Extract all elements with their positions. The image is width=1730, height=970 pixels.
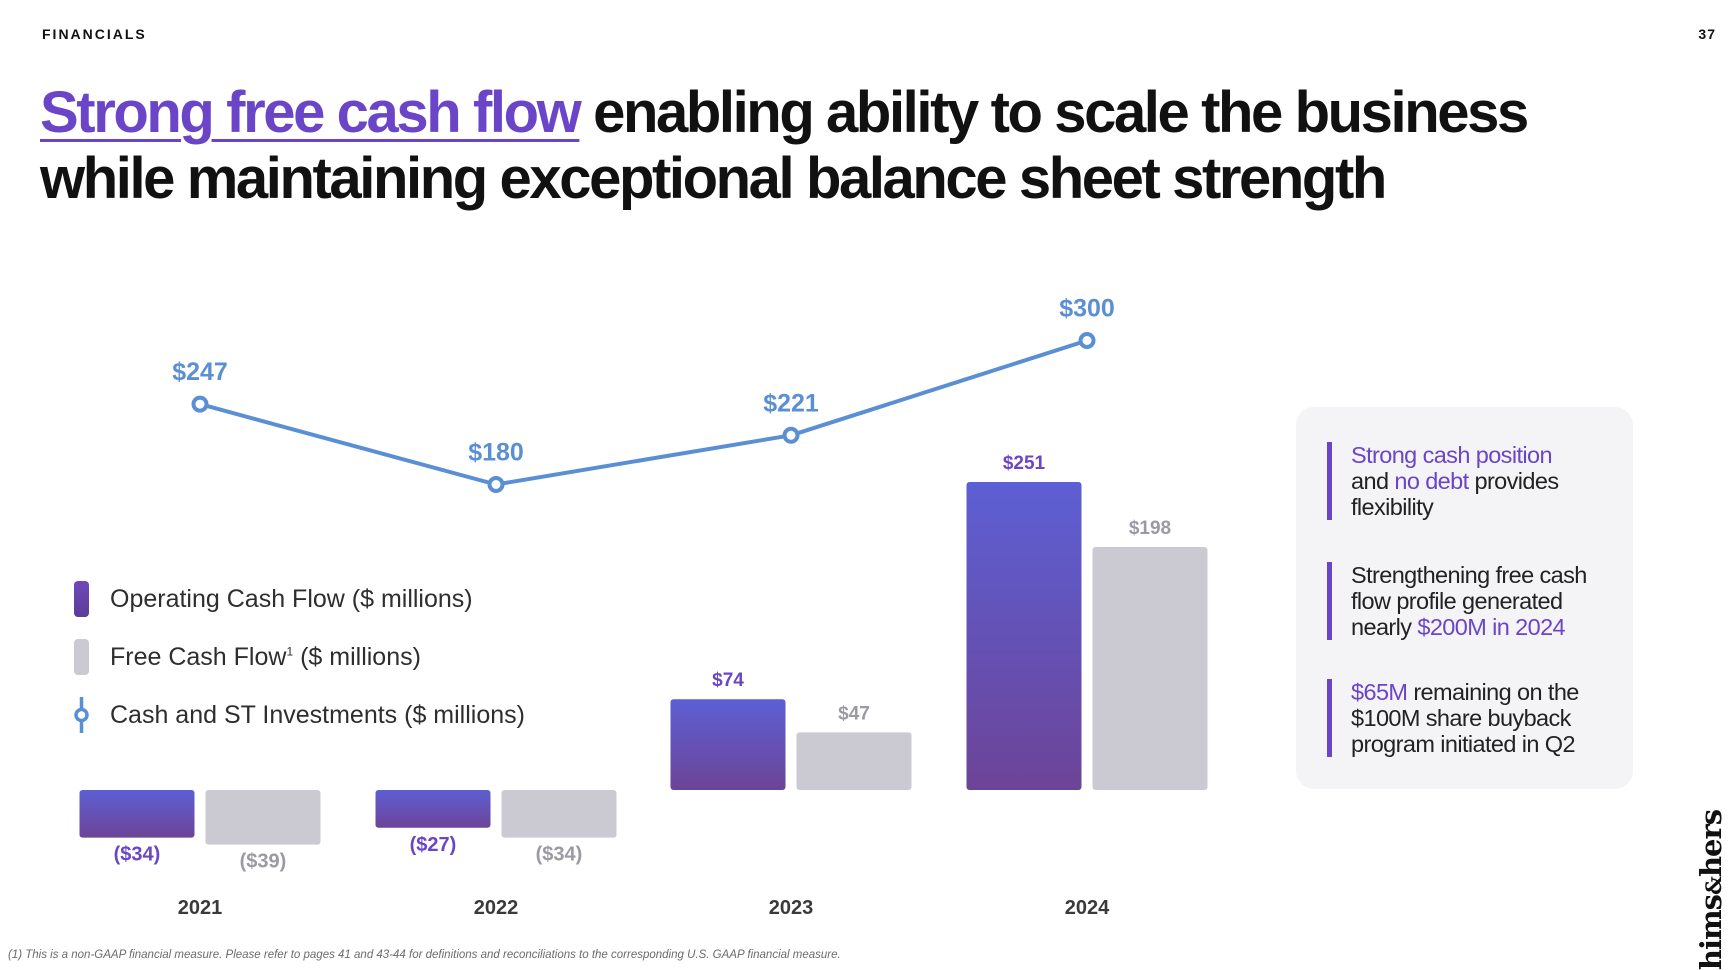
point-text-segment: flow profile generated	[1351, 588, 1563, 614]
operating-cash-flow-value-label-2021: ($34)	[114, 844, 161, 866]
free-cash-flow-value-label-2023: $47	[838, 703, 870, 724]
logo-ampersand: &	[1701, 877, 1726, 895]
free-cash-flow-bar-2022	[501, 790, 617, 838]
operating-cash-flow-bar-2022	[375, 790, 491, 828]
cash-st-investments-point-2021	[191, 395, 209, 413]
bars-layer	[79, 482, 1208, 845]
key-point-share-buyback: $65M remaining on the $100M share buyback…	[1327, 679, 1579, 757]
legend-label-free-cash-flow-units: ($ millions)	[293, 642, 421, 671]
point-text-segment: flexibility	[1351, 494, 1434, 520]
labels-layer: ($34) ($39) 2021 ($27) ($34) 2022 $74 $47 2023 $2…	[114, 295, 1171, 920]
key-point-free-cash-flow: Strengthening free cash flow profile gene…	[1327, 562, 1587, 640]
operating-cash-flow-bar-2023	[670, 699, 786, 790]
page-number: 37	[1698, 26, 1716, 42]
key-point-text: Strong cash position and no debt provides…	[1351, 442, 1559, 520]
circle-line-icon	[74, 697, 89, 733]
free-cash-flow-bar-2023	[796, 732, 912, 790]
operating-cash-flow-bar-2021	[79, 790, 195, 838]
headline-highlight: Strong free cash flow	[40, 80, 582, 145]
legend-item-cash-st-investments: Cash and ST Investments ($ millions)	[74, 686, 525, 744]
operating-cash-flow-value-label-2022: ($27)	[410, 834, 457, 856]
operating-cash-flow-value-label-2024: $251	[1003, 453, 1046, 474]
free-cash-flow-swatch-icon	[74, 639, 89, 675]
operating-cash-flow-swatch-icon	[74, 581, 89, 617]
free-cash-flow-bar-2024	[1092, 547, 1208, 790]
x-axis-label-2022: 2022	[474, 897, 519, 919]
point-text-segment: Strengthening free cash	[1351, 562, 1587, 588]
key-point-cash-position: Strong cash position and no debt provides…	[1327, 442, 1559, 520]
logo-text-hers: hers	[1694, 809, 1728, 878]
operating-cash-flow-bar-2024	[966, 482, 1082, 790]
x-axis-label-2024: 2024	[1065, 897, 1110, 919]
x-axis-label-2021: 2021	[178, 897, 223, 919]
point-text-segment: provides	[1468, 468, 1559, 494]
legend-label-operating-cash-flow: Operating Cash Flow ($ millions)	[110, 584, 473, 613]
point-text-segment: remaining on the	[1407, 679, 1579, 705]
cash-st-investments-line	[198, 338, 1089, 487]
footnote-marker: 1	[286, 644, 294, 659]
point-text-segment: program initiated in Q2	[1351, 731, 1576, 757]
free-cash-flow-bar-2021	[205, 790, 321, 845]
cash-st-investments-point-2024	[1078, 332, 1096, 349]
cash-st-investments-label-2023: $221	[763, 389, 819, 417]
legend-item-operating-cash-flow: Operating Cash Flow ($ millions)	[74, 570, 525, 628]
legend-label-free-cash-flow-text: Free Cash Flow	[110, 642, 287, 671]
footnote: (1) This is a non-GAAP financial measure…	[8, 949, 841, 961]
cash-st-investments-label-2024: $300	[1059, 295, 1115, 323]
free-cash-flow-value-label-2024: $198	[1129, 518, 1171, 539]
free-cash-flow-value-label-2021: ($39)	[240, 851, 287, 873]
highlighted-text: no debt	[1394, 468, 1469, 494]
legend-item-free-cash-flow: Free Cash Flow1 ($ millions)	[74, 628, 525, 686]
key-points-panel: Strong cash position and no debt provides…	[1296, 407, 1633, 789]
key-point-text: Strengthening free cash flow profile gene…	[1351, 562, 1587, 640]
key-point-text: $65M remaining on the $100M share buyback…	[1351, 679, 1579, 757]
page-title: Strong free cash flow enabling ability t…	[40, 80, 1640, 212]
free-cash-flow-value-label-2022: ($34)	[536, 844, 583, 866]
point-text-segment: and	[1351, 468, 1395, 494]
legend-label-cash-st-investments: Cash and ST Investments ($ millions)	[110, 700, 525, 729]
legend-label-free-cash-flow: Free Cash Flow1 ($ millions)	[110, 643, 421, 672]
cash-st-investments-point-2023	[782, 426, 800, 444]
x-axis-label-2023: 2023	[769, 897, 814, 919]
highlighted-text: $200M in 2024	[1417, 614, 1566, 640]
operating-cash-flow-value-label-2023: $74	[712, 670, 744, 691]
point-text-segment: nearly	[1351, 614, 1418, 640]
highlighted-text: $65M	[1351, 679, 1408, 705]
line-layer	[191, 332, 1096, 493]
headline-line2: while maintaining exceptional balance sh…	[40, 146, 1387, 211]
headline-line1-rest: enabling ability to scale the business	[579, 80, 1529, 145]
highlighted-text: Strong cash position	[1351, 442, 1553, 468]
section-label: FINANCIALS	[42, 26, 147, 42]
cash-st-investments-point-2022	[487, 476, 505, 493]
cash-st-investments-label-2022: $180	[468, 439, 524, 467]
legend: Operating Cash Flow ($ millions) Free Ca…	[74, 570, 525, 744]
cash-st-investments-label-2021: $247	[172, 358, 228, 386]
logo-text-hims: hims	[1694, 894, 1728, 970]
point-text-segment: $100M share buyback	[1351, 705, 1571, 731]
hims-hers-logo: hims&hers	[1694, 810, 1728, 970]
